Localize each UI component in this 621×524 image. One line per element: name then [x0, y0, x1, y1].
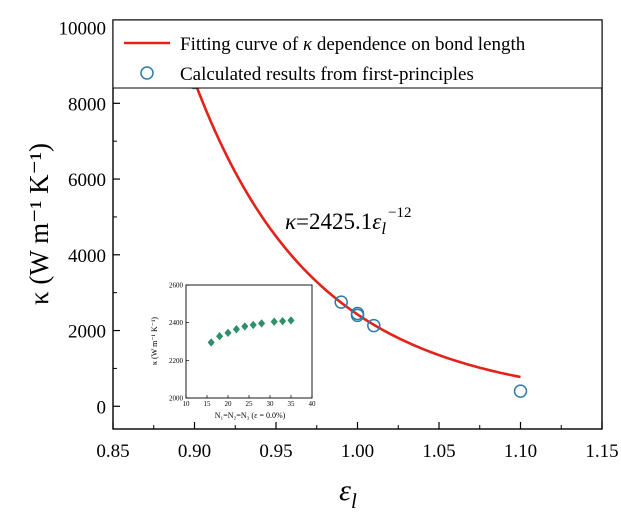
inset-chart: 10 15 20 25 30 35 40 2000 2200 2400 2600 N₁=N₂=N₃… [150, 282, 316, 421]
x-axis-title: εl [339, 474, 357, 513]
inset-data-point [258, 319, 266, 328]
inset-y-tick-labels: 2000 2200 2400 2600 [169, 282, 184, 403]
y-axis-title: κ (W m⁻¹ K⁻¹) [24, 143, 54, 305]
x-tick-label: 0.95 [259, 441, 292, 462]
y-tick-label: 10000 [59, 19, 107, 40]
y-tick-labels: 0 2000 4000 6000 8000 10000 [59, 19, 107, 419]
inset-data-point [207, 338, 215, 347]
inset-x-tick-label: 10 [183, 400, 191, 408]
inset-y-tick-label: 2400 [169, 319, 184, 327]
x-tick-label: 1.15 [585, 441, 618, 462]
inset-axis-ticks [185, 284, 313, 399]
data-point [513, 384, 528, 398]
inset-y-tick-label: 2600 [169, 282, 184, 290]
inset-x-axis-title: N₁=N₂=N₃ (ε = 0.0%) [215, 411, 286, 420]
legend: Fitting curve of κ dependence on bond le… [112, 19, 603, 89]
fitting-curve-line [193, 80, 521, 379]
inset-data-point [216, 332, 224, 341]
legend-points-label: Calculated results from first-principles [180, 64, 474, 85]
inset-x-tick-label: 30 [267, 400, 275, 408]
inset-x-tick-label: 35 [288, 400, 296, 408]
inset-data-point [249, 320, 257, 330]
x-tick-label: 1.05 [422, 441, 455, 462]
y-tick-label: 6000 [68, 170, 106, 191]
legend-box [112, 19, 603, 89]
data-point [334, 295, 348, 309]
fit-equation: κ=2425.1εl−12 [285, 205, 412, 238]
inset-data-points [207, 316, 295, 347]
x-tick-label: 0.85 [96, 441, 129, 462]
inset-data-point [270, 317, 278, 326]
inset-data-point [279, 316, 287, 326]
inset-y-axis-title: κ (W m⁻¹ K⁻¹) [150, 317, 159, 365]
inset-x-tick-label: 20 [225, 400, 233, 408]
data-point [350, 308, 365, 323]
inset-x-tick-labels: 10 15 20 25 30 35 40 [183, 400, 317, 408]
x-tick-label: 1.10 [504, 441, 537, 462]
x-tick-label: 0.90 [178, 441, 211, 462]
inset-data-point [287, 316, 295, 325]
x-tick-labels: 0.85 0.90 0.95 1.00 1.05 1.10 1.15 [96, 441, 618, 462]
y-tick-label: 0 [97, 397, 107, 418]
inset-plot-area [185, 284, 313, 399]
inset-data-point [241, 322, 249, 331]
inset-x-tick-label: 25 [246, 400, 254, 408]
inset-y-tick-label: 2200 [169, 357, 184, 365]
inset-y-tick-label: 2000 [169, 395, 184, 403]
y-tick-label: 4000 [68, 246, 106, 267]
data-point [367, 318, 381, 333]
legend-marker-swatch [140, 66, 154, 80]
y-tick-label: 2000 [68, 322, 106, 343]
legend-curve-label: Fitting curve of κ dependence on bond le… [180, 34, 526, 55]
inset-data-point [232, 325, 240, 334]
x-tick-label: 1.00 [341, 441, 374, 462]
inset-data-point [224, 328, 232, 338]
inset-x-tick-label: 15 [204, 400, 212, 408]
inset-x-tick-label: 40 [309, 400, 317, 408]
y-tick-label: 8000 [68, 94, 106, 115]
